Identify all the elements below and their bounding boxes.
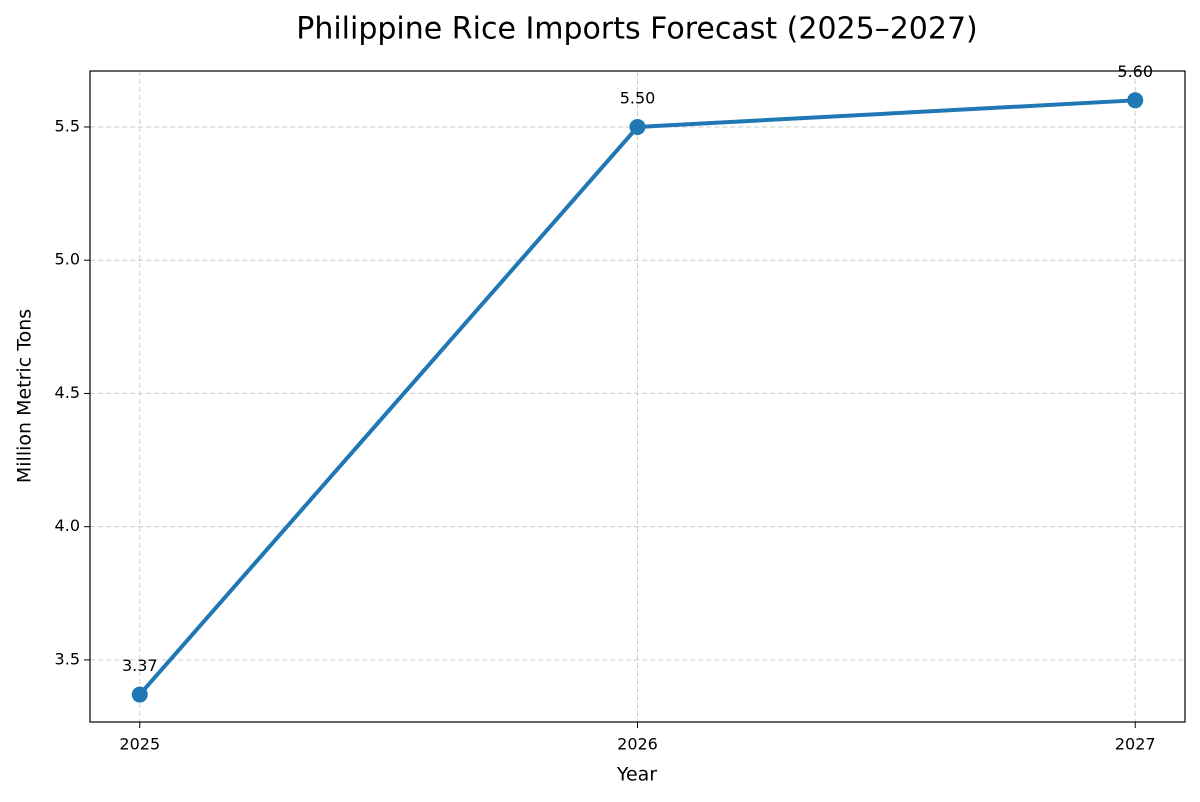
data-label: 3.37 <box>122 656 158 675</box>
y-tick-label: 5.5 <box>55 116 80 135</box>
data-label: 5.60 <box>1117 62 1153 81</box>
x-tick-label: 2026 <box>617 735 658 754</box>
chart-title: Philippine Rice Imports Forecast (2025–2… <box>296 12 978 47</box>
y-axis-label: Million Metric Tons <box>14 309 36 483</box>
x-tick-label: 2027 <box>1115 735 1156 754</box>
data-point <box>629 118 646 135</box>
data-label: 5.50 <box>620 88 656 107</box>
plot-frame <box>89 70 1186 723</box>
data-line <box>138 98 1136 696</box>
y-tick-label: 4.0 <box>55 516 80 535</box>
x-axis-label: Year <box>616 764 657 786</box>
data-point <box>131 686 148 703</box>
y-tick-label: 4.5 <box>55 383 80 402</box>
x-tick-label: 2025 <box>119 735 160 754</box>
data-point <box>1127 92 1144 109</box>
y-tick-label: 3.5 <box>55 649 80 668</box>
y-tick-label: 5.0 <box>55 250 80 269</box>
